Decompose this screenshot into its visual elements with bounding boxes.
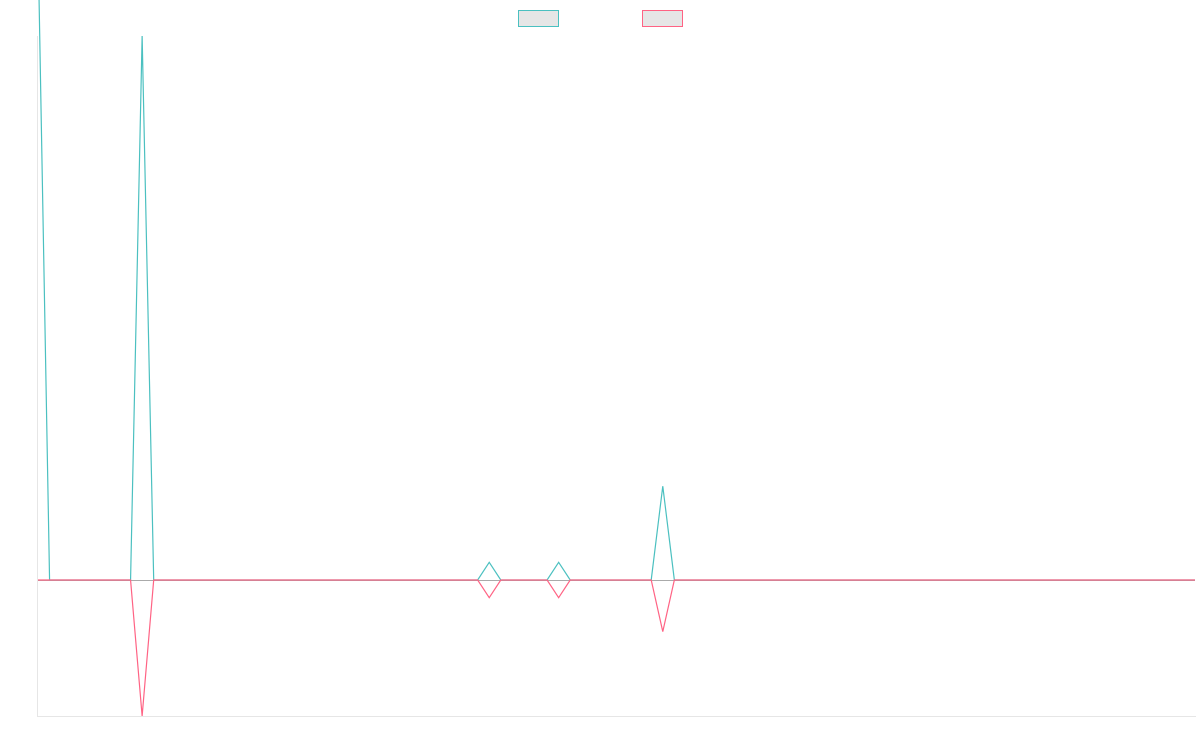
legend-swatch-series-2[interactable] — [642, 10, 683, 27]
series-2-line — [38, 579, 1195, 717]
legend-swatch-series-1[interactable] — [518, 10, 559, 27]
legend[interactable] — [518, 10, 683, 27]
series-1-line — [38, 0, 1195, 581]
series-layer — [38, 0, 1195, 717]
axes — [37, 36, 1196, 717]
